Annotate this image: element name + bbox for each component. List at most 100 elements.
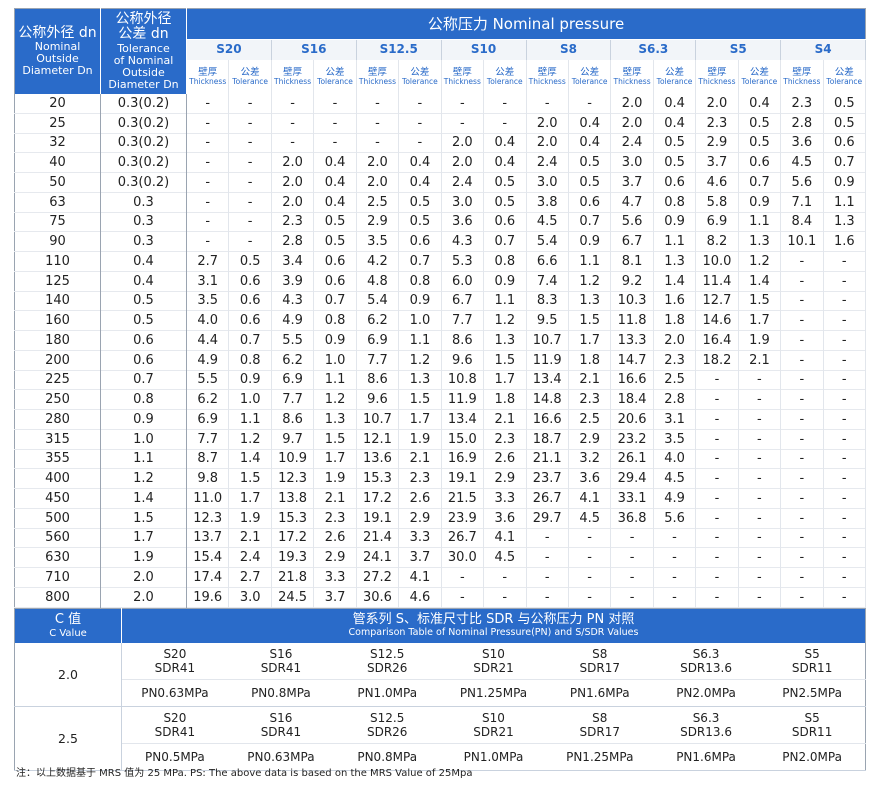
table-cell: 16.6 (526, 409, 569, 430)
table-cell: 0.7 (228, 330, 272, 351)
table-cell: 15.4 (186, 547, 230, 568)
table-cell: 17.2 (271, 528, 315, 548)
table-cell: 1.4 (738, 271, 782, 291)
table-cell: 13.4 (526, 370, 569, 390)
table-cell: 3.0 (441, 192, 485, 212)
table-cell: 6.7 (610, 231, 654, 252)
table-row: 200 0.6 4.9 0.8 6.2 1.0 7.7 1.2 9.6 1.5 11.9 1.8 14.… (14, 350, 867, 370)
table-cell: - (780, 291, 824, 311)
table-cell: 8.4 (780, 212, 824, 232)
table-cell: 0.9 (228, 370, 272, 390)
table-cell: - (568, 567, 612, 588)
table-cell: 0.4 (568, 133, 612, 153)
table-cell: 21.5 (441, 488, 485, 509)
table-cell: 2.1 (483, 409, 527, 430)
table-cell: 2.5 (653, 370, 697, 390)
table-cell: 2.1 (313, 488, 357, 509)
table-cell: 1.7 (738, 310, 782, 331)
table-cell: 0.7 (823, 152, 867, 173)
table-cell: 3.5 (356, 231, 400, 252)
table-cell: - (780, 468, 824, 489)
table-cell: 4.0 (186, 310, 230, 331)
table-cell: 10.3 (610, 291, 654, 311)
thickness-subheader: 壁厚 Thickness (526, 60, 569, 94)
series-sdr-cell: S20 SDR41 (121, 643, 228, 680)
comparison-title: 管系列 S、标准尺寸比 SDR 与公称压力 PN 对照 Comparison T… (121, 608, 866, 643)
table-row: 90 0.3- -2.8 0.5 3.5 0.6 4.3 0.7 5.4 0.9 6.7 1.1 8.2… (14, 231, 867, 252)
dn-cell: 225 (14, 370, 101, 390)
table-cell: 0.5 (823, 113, 867, 133)
sdr-label: SDR17 (579, 661, 620, 675)
tolerance-cell: 0.3 (100, 192, 187, 212)
table-cell: - (228, 113, 272, 133)
table-cell: 0.4 (568, 113, 612, 133)
table-cell: 2.1 (228, 528, 272, 548)
table-cell: 4.8 (356, 271, 400, 291)
dn-cell: 125 (14, 271, 101, 291)
table-cell: - (695, 449, 739, 469)
table-cell: 10.7 (356, 409, 400, 430)
table-cell: - (186, 172, 230, 193)
table-cell: 29.4 (610, 468, 654, 489)
table-cell: 1.1 (823, 192, 867, 212)
table-cell: - (695, 508, 739, 528)
table-cell: 6.9 (695, 212, 739, 232)
table-cell: - (313, 113, 357, 133)
table-cell: 0.6 (313, 271, 357, 291)
table-row: 630 1.9 15.4 2.4 19.3 2.9 24.1 3.7 30.0 4.5- - - - - -… (14, 547, 867, 568)
table-cell: - (695, 409, 739, 430)
thickness-subheader-en: Thickness (783, 77, 821, 87)
table-cell: 6.2 (186, 389, 230, 410)
tolerance-subheader-en: Tolerance (232, 77, 269, 87)
table-cell: 21.1 (526, 449, 569, 469)
dn-cell: 40 (14, 152, 101, 173)
table-cell: 3.7 (398, 547, 442, 568)
table-cell: - (738, 389, 782, 410)
table-cell: 4.6 (695, 172, 739, 193)
table-cell: - (356, 94, 400, 114)
table-cell: 9.6 (356, 389, 400, 410)
dn-cell: 160 (14, 310, 101, 331)
table-cell: - (653, 587, 697, 607)
table-cell: 1.5 (483, 350, 527, 370)
thickness-subheader-cn: 壁厚 (792, 66, 812, 78)
table-cell: 4.9 (653, 488, 697, 509)
tolerance-subheader: 公差 Tolerance (398, 60, 442, 94)
table-cell: 0.6 (313, 251, 357, 272)
table-cell: 12.3 (186, 508, 230, 528)
table-cell: 4.5 (568, 508, 612, 528)
table-cell: - (526, 528, 569, 548)
table-cell: 2.1 (738, 350, 782, 370)
table-cell: 0.5 (738, 133, 782, 153)
table-cell: - (228, 133, 272, 153)
table-cell: - (356, 133, 400, 153)
table-cell: 3.6 (780, 133, 824, 153)
tolerance-cell: 0.8 (100, 389, 187, 410)
table-cell: 2.9 (695, 133, 739, 153)
table-cell: 13.6 (356, 449, 400, 469)
table-cell: 1.1 (313, 370, 357, 390)
tolerance-cell: 2.0 (100, 567, 187, 588)
table-cell: 0.4 (653, 113, 697, 133)
tolerance-cell: 0.3(0.2) (100, 152, 187, 173)
nominal-pressure-header: 公称压力 Nominal pressure (186, 8, 866, 40)
table-cell: 19.6 (186, 587, 230, 607)
thickness-subheader-cn: 壁厚 (198, 66, 218, 78)
table-cell: 4.3 (441, 231, 485, 252)
table-cell: 2.9 (398, 508, 442, 528)
table-cell: 0.6 (483, 212, 527, 232)
table-cell: 0.4 (398, 172, 442, 193)
table-row: 280 0.9 6.9 1.1 8.6 1.3 10.7 1.7 13.4 2.1 16.6 2.5 2… (14, 409, 867, 430)
table-cell: 36.8 (610, 508, 654, 528)
table-cell: 2.8 (271, 231, 315, 252)
table-cell: - (780, 409, 824, 430)
dn-cell: 560 (14, 528, 101, 548)
table-cell: 0.5 (823, 94, 867, 114)
table-cell: 1.9 (228, 508, 272, 528)
table-cell: 2.4 (610, 133, 654, 153)
table-cell: 9.5 (526, 310, 569, 331)
table-row: 800 2.0 19.6 3.0 24.5 3.7 30.6 4.6- - - - - - - - - - (14, 587, 867, 607)
pn-cell: PN1.0MPa (440, 743, 547, 771)
table-cell: - (228, 172, 272, 193)
c-value-header-en: C Value (49, 627, 87, 639)
